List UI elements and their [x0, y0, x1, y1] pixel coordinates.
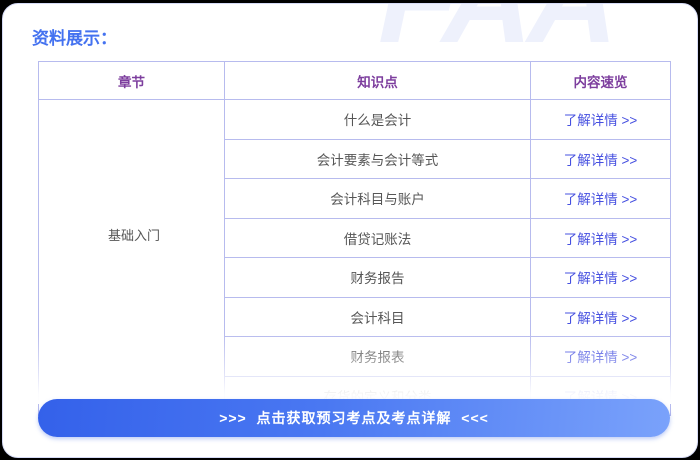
- svg-text:FAA: FAA: [366, 3, 632, 69]
